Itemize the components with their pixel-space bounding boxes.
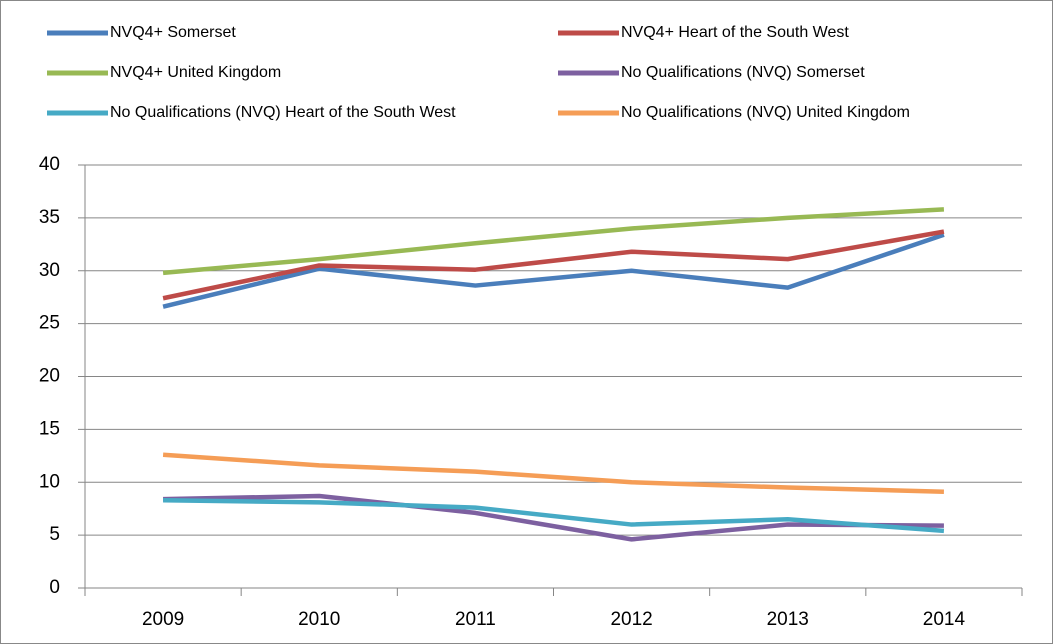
x-tick-label: 2014 bbox=[923, 609, 966, 630]
y-tick-label: 40 bbox=[39, 154, 60, 175]
legend-label: No Qualifications (NVQ) Heart of the Sou… bbox=[110, 104, 456, 121]
series-line bbox=[162, 229, 945, 301]
y-tick-label: 25 bbox=[39, 313, 60, 334]
x-tick-label: 2010 bbox=[298, 609, 340, 630]
y-tick-label: 35 bbox=[39, 207, 60, 228]
y-tick-label: 20 bbox=[39, 366, 60, 387]
series-line bbox=[163, 493, 944, 542]
legend-label: NVQ4+ Heart of the South West bbox=[621, 24, 849, 41]
x-tick-label: 2009 bbox=[142, 609, 184, 630]
x-tick-label: 2012 bbox=[610, 609, 652, 630]
x-tick-label: 2011 bbox=[455, 609, 496, 630]
series-line bbox=[162, 207, 945, 276]
series-line bbox=[162, 232, 945, 309]
legend-label: No Qualifications (NVQ) Somerset bbox=[621, 64, 865, 81]
series-line bbox=[162, 452, 944, 495]
legend-label: NVQ4+ Somerset bbox=[110, 24, 236, 41]
series-line bbox=[163, 497, 945, 534]
y-tick-label: 5 bbox=[49, 524, 60, 545]
y-tick-label: 10 bbox=[39, 471, 60, 492]
legend-label: NVQ4+ United Kingdom bbox=[110, 64, 281, 81]
y-tick-label: 15 bbox=[39, 418, 60, 439]
y-tick-label: 0 bbox=[49, 577, 60, 598]
legend-label: No Qualifications (NVQ) United Kingdom bbox=[621, 104, 910, 121]
x-tick-label: 2013 bbox=[767, 609, 809, 630]
y-tick-label: 30 bbox=[39, 260, 60, 281]
